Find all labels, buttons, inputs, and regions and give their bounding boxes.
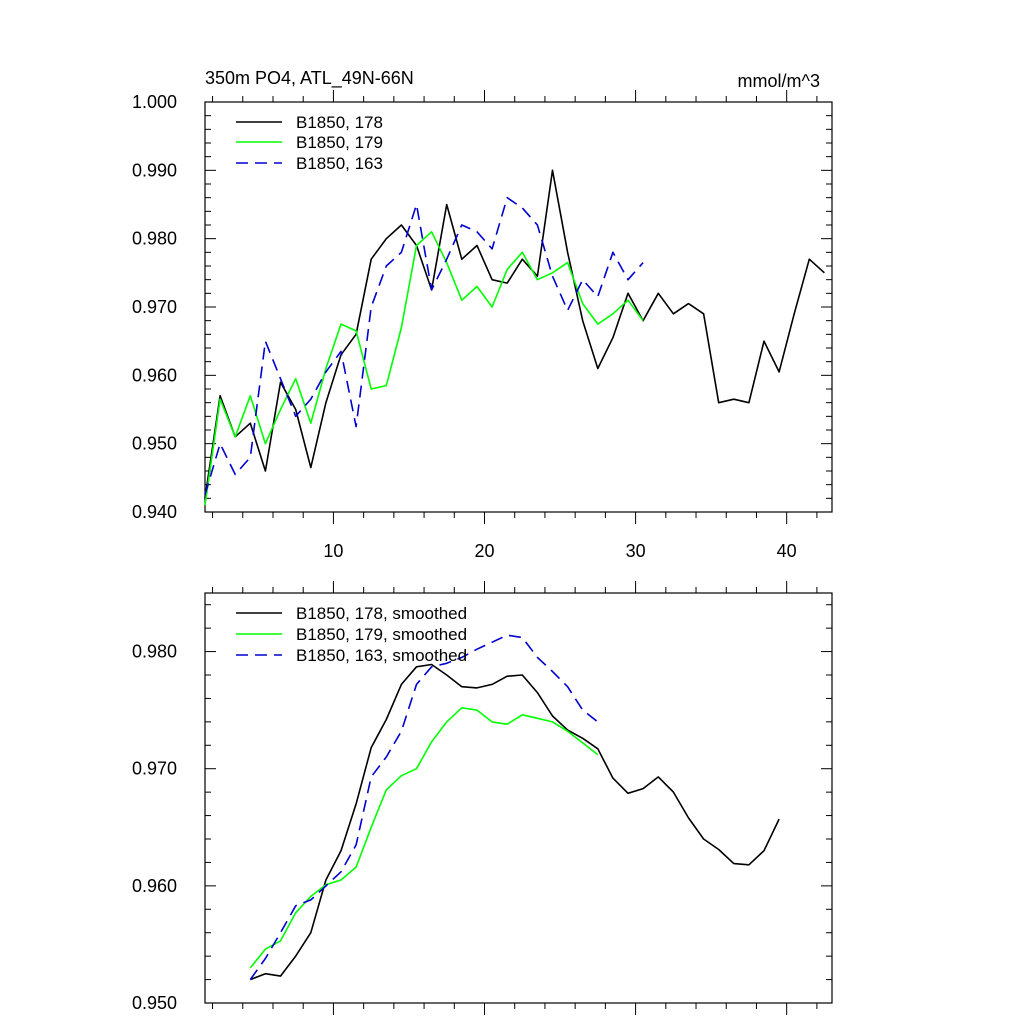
legend-label-179-smoothed: B1850, 179, smoothed xyxy=(296,625,467,644)
y-tick-label: 0.950 xyxy=(132,993,177,1013)
legend-label-163-smoothed: B1850, 163, smoothed xyxy=(296,646,467,665)
y-tick-label: 1.000 xyxy=(132,92,177,112)
top-panel-series xyxy=(204,169,825,506)
y-tick-label: 0.950 xyxy=(132,434,177,454)
y-tick-label: 0.970 xyxy=(132,297,177,317)
series-line-2 xyxy=(204,196,644,496)
top-panel: 350m PO4, ATL_49N-66N mmol/m^3 0.940 0.95… xyxy=(132,68,833,561)
x-tick-label: 10 xyxy=(323,541,343,561)
legend-label-178-smoothed: B1850, 178, smoothed xyxy=(296,604,467,623)
series-line-1 xyxy=(204,231,644,506)
y-tick-label: 0.940 xyxy=(132,502,177,522)
top-panel-legend: B1850, 178 B1850, 179 B1850, 163 xyxy=(236,113,383,173)
bottom-panel-axes: 0.950 0.960 0.970 0.980 xyxy=(132,581,833,1015)
legend-label-179: B1850, 179 xyxy=(296,133,383,152)
y-tick-label: 0.960 xyxy=(132,365,177,385)
bottom-panel-series xyxy=(249,634,780,981)
series-line-2 xyxy=(249,634,599,981)
x-tick-label: 20 xyxy=(474,541,494,561)
y-tick-label: 0.980 xyxy=(132,229,177,249)
units-label: mmol/m^3 xyxy=(738,71,820,91)
top-panel-title: 350m PO4, ATL_49N-66N xyxy=(205,68,414,89)
plot-frame xyxy=(204,592,833,1004)
top-panel-axes: 0.940 0.950 0.960 0.970 0.980 0.990 1.000 10 20 3… xyxy=(132,90,833,561)
series-line-1 xyxy=(249,706,599,969)
series-line-0 xyxy=(204,169,825,499)
series-line-0 xyxy=(250,663,780,981)
legend-label-163: B1850, 163 xyxy=(296,154,383,173)
bottom-panel: 0.950 0.960 0.970 0.980 B1850, 178, smoothe… xyxy=(132,581,833,1015)
x-tick-label: 40 xyxy=(777,541,797,561)
bottom-panel-legend: B1850, 178, smoothed B1850, 179, smoothe… xyxy=(236,604,467,665)
y-tick-label: 0.980 xyxy=(132,642,177,662)
y-tick-label: 0.990 xyxy=(132,160,177,180)
y-tick-label: 0.970 xyxy=(132,759,177,779)
x-tick-label: 30 xyxy=(626,541,646,561)
legend-label-178: B1850, 178 xyxy=(296,113,383,132)
y-tick-label: 0.960 xyxy=(132,876,177,896)
